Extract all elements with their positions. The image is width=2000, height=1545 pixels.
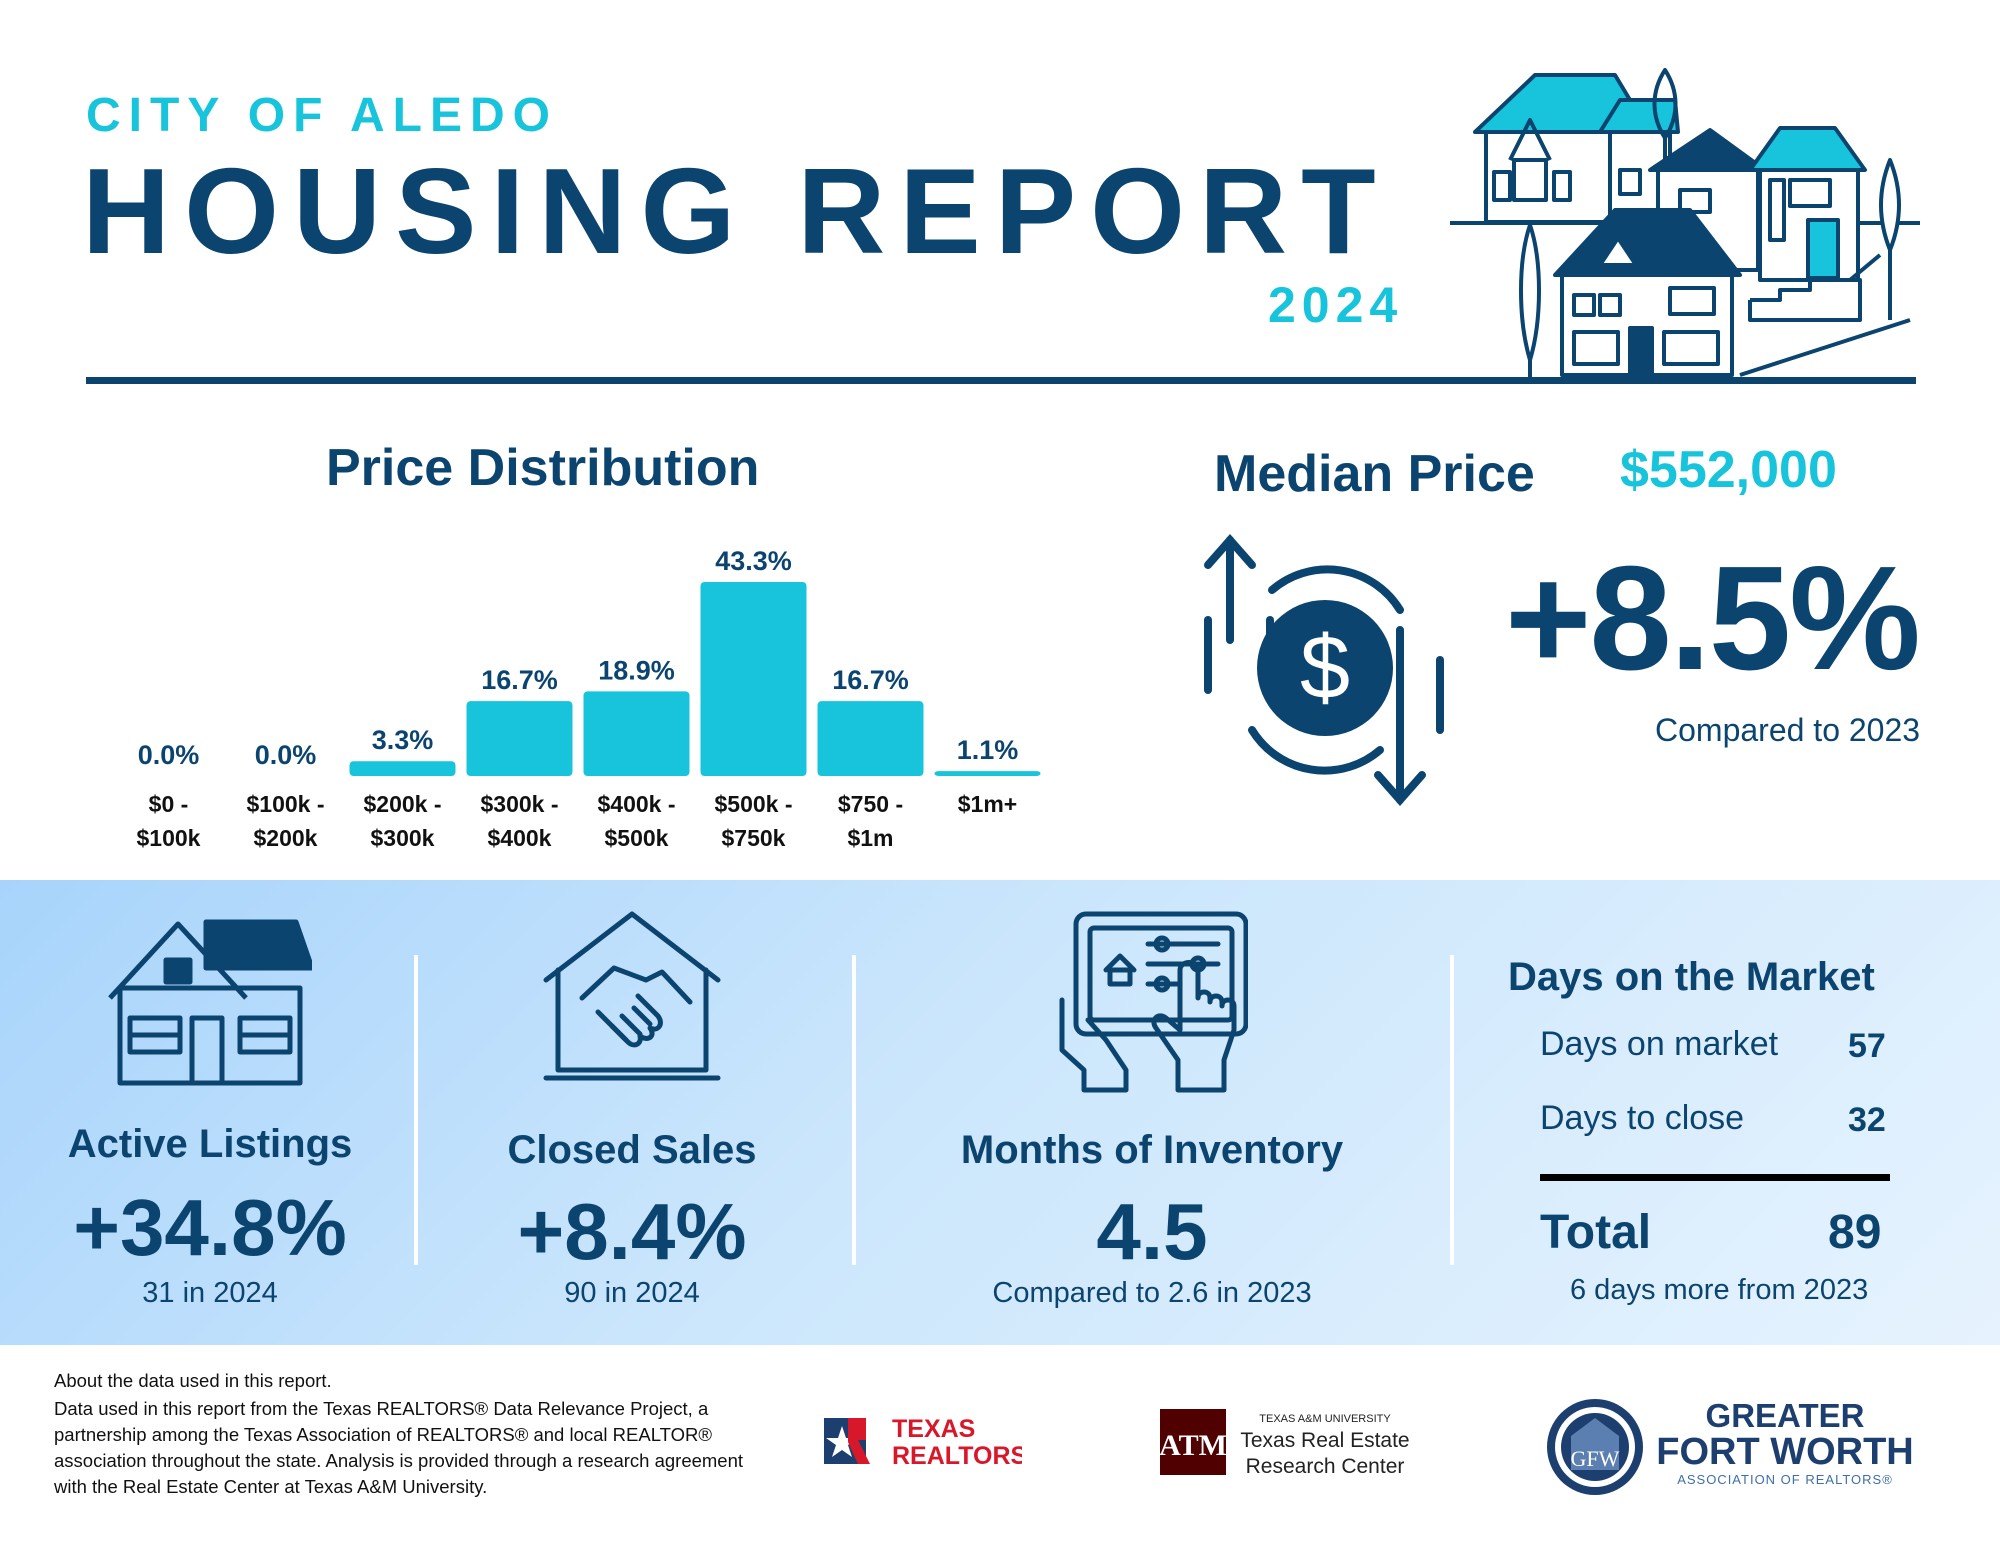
median-price-value: $552,000 (1620, 441, 1837, 499)
median-price-compare: Compared to 2023 (1655, 712, 1921, 748)
chart-category-label: $100k (137, 825, 201, 851)
texas-realtors-logo: TEXAS REALTORS (824, 1415, 1022, 1470)
metrics-band (0, 880, 2000, 1345)
closed-sales-value: +8.4% (517, 1187, 747, 1276)
dollar-cycle-icon: $ (1204, 533, 1444, 807)
chart-category-label: $0 - (149, 791, 189, 817)
days-total-divider (1540, 1174, 1890, 1181)
chart-category-label: $300k - (480, 791, 558, 817)
chart-category-label: $400k - (597, 791, 675, 817)
metric-divider (852, 955, 856, 1265)
closed-sales-label: Closed Sales (507, 1128, 757, 1172)
chart-category-label: $200k (254, 825, 318, 851)
chart-bar (583, 691, 690, 776)
closed-sales-sub: 90 in 2024 (564, 1277, 700, 1309)
months-inventory-value: 4.5 (1096, 1187, 1208, 1276)
median-price-title: Median Price (1214, 445, 1535, 503)
days-to-close-label: Days to close (1540, 1099, 1745, 1137)
price-distribution-chart: 0.0% $0 - $100k 0.0% $100k - $200k 3.3% $200k -… (137, 546, 1041, 851)
tablet-hands-icon (1059, 911, 1248, 1093)
handshake-house-icon (543, 911, 721, 1081)
chart-data-label: 43.3% (715, 546, 792, 576)
days-total-label: Total (1540, 1206, 1652, 1259)
house-icon (108, 919, 312, 1086)
days-on-market-value: 57 (1848, 1027, 1886, 1065)
metric-divider (1450, 955, 1454, 1265)
price-distribution-title: Price Distribution (326, 439, 760, 497)
svg-text:Texas Real Estate: Texas Real Estate (1240, 1429, 1409, 1452)
svg-text:Research Center: Research Center (1246, 1455, 1405, 1478)
svg-text:GREATER: GREATER (1706, 1397, 1865, 1434)
svg-text:REALTORS: REALTORS (892, 1442, 1022, 1470)
chart-category-label: $1m+ (958, 791, 1017, 817)
chart-data-label: 16.7% (481, 665, 558, 695)
svg-text:GFW: GFW (1571, 1446, 1620, 1471)
chart-data-label: 3.3% (372, 725, 434, 755)
median-price-change: +8.5% (1505, 536, 1921, 701)
greater-fort-worth-logo: GFW GREATER FORT WORTH ASSOCIATION OF RE… (1547, 1397, 1914, 1495)
chart-data-label: 1.1% (957, 735, 1019, 765)
chart-category-label: $200k - (363, 791, 441, 817)
days-on-market-label: Days on market (1540, 1025, 1779, 1063)
days-total-value: 89 (1828, 1206, 1882, 1259)
city-name: CITY OF ALEDO (86, 89, 559, 142)
chart-bar (466, 701, 573, 776)
svg-text:$: $ (1300, 618, 1350, 718)
chart-category-label: $1m (847, 825, 893, 851)
metric-divider (414, 955, 418, 1265)
months-inventory-label: Months of Inventory (960, 1128, 1344, 1172)
svg-text:TEXAS: TEXAS (892, 1415, 975, 1443)
tamu-research-center-logo: ATM TEXAS A&M UNIVERSITY Texas Real Esta… (1160, 1409, 1410, 1478)
report-year: 2024 (1268, 277, 1404, 333)
chart-category-label: $750k (722, 825, 786, 851)
active-listings-label: Active Listings (67, 1122, 353, 1166)
chart-bar (349, 761, 456, 776)
header-divider (86, 377, 1916, 384)
chart-data-label: 0.0% (255, 740, 317, 770)
months-inventory-sub: Compared to 2.6 in 2023 (992, 1277, 1312, 1309)
houses-illustration (1450, 68, 1920, 378)
days-on-market-title: Days on the Market (1508, 955, 1875, 999)
svg-text:ATM: ATM (1160, 1429, 1227, 1462)
svg-text:FORT WORTH: FORT WORTH (1656, 1431, 1914, 1473)
footer-heading: About the data used in this report. (54, 1370, 332, 1391)
report-title: HOUSING REPORT (82, 143, 1390, 279)
footer-text: Data used in this report from the Texas … (54, 1398, 744, 1497)
chart-category-label: $300k (371, 825, 435, 851)
chart-bar (700, 582, 807, 776)
active-listings-sub: 31 in 2024 (142, 1277, 278, 1309)
active-listings-value: +34.8% (73, 1183, 347, 1272)
svg-text:TEXAS A&M UNIVERSITY: TEXAS A&M UNIVERSITY (1259, 1413, 1391, 1425)
chart-data-label: 16.7% (832, 665, 909, 695)
chart-category-label: $500k - (714, 791, 792, 817)
days-change-note: 6 days more from 2023 (1570, 1274, 1869, 1306)
svg-text:ASSOCIATION OF REALTORS®: ASSOCIATION OF REALTORS® (1677, 1472, 1893, 1487)
chart-bar (934, 771, 1041, 776)
days-to-close-value: 32 (1848, 1101, 1886, 1139)
chart-category-label: $100k - (246, 791, 324, 817)
chart-data-label: 0.0% (138, 740, 200, 770)
chart-bar (817, 701, 924, 776)
chart-category-label: $750 - (838, 791, 903, 817)
chart-category-label: $400k (488, 825, 552, 851)
chart-data-label: 18.9% (598, 655, 675, 685)
chart-category-label: $500k (605, 825, 669, 851)
